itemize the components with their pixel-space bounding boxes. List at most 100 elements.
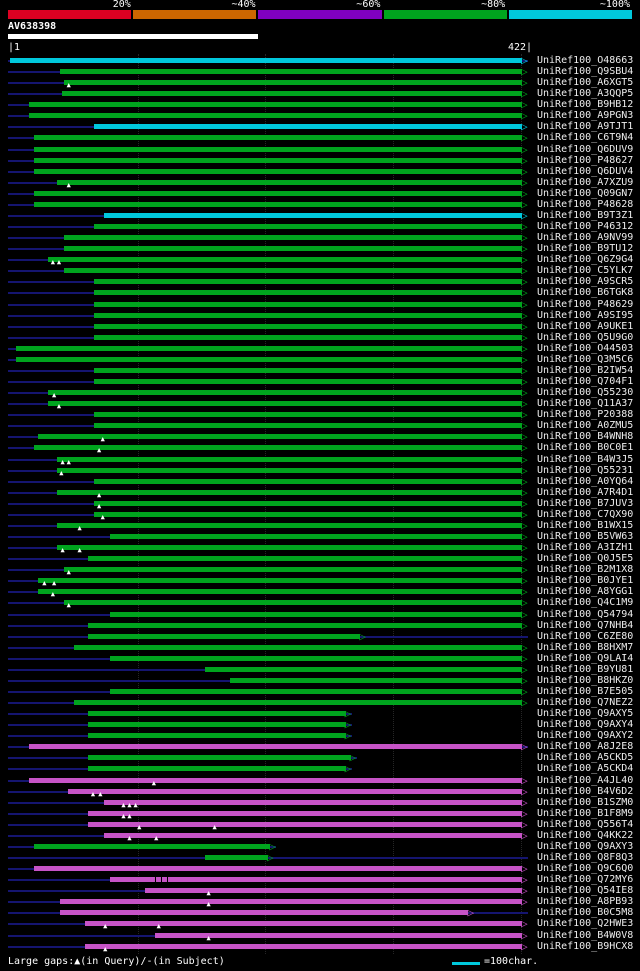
alignment-bar[interactable] <box>34 201 522 207</box>
alignment-bar[interactable] <box>154 932 522 938</box>
alignment-bar[interactable] <box>93 500 522 506</box>
alignment-bar[interactable] <box>63 246 522 252</box>
hit-label[interactable]: UniRef100_A6XGT5 <box>537 77 634 89</box>
hit-label[interactable]: UniRef100_B0C0E1 <box>537 442 634 454</box>
alignment-bar[interactable] <box>87 810 522 816</box>
hit-label[interactable]: UniRef100_B0C5M8 <box>537 907 634 919</box>
hit-label[interactable]: UniRef100_A5CKD5 <box>537 752 634 764</box>
alignment-bar[interactable] <box>93 511 522 517</box>
alignment-bar[interactable] <box>37 589 522 595</box>
alignment-bar[interactable] <box>109 534 522 539</box>
hit-label[interactable]: UniRef100_B9TU12 <box>537 243 634 255</box>
hit-label[interactable]: UniRef100_Q55231 <box>537 464 634 476</box>
hit-label[interactable]: UniRef100_Q9AXY4 <box>537 719 634 731</box>
hit-label[interactable]: UniRef100_O44503 <box>537 342 634 354</box>
hit-label[interactable]: UniRef100_A9TJT1 <box>537 121 634 133</box>
hit-label[interactable]: UniRef100_A3IZH1 <box>537 542 634 554</box>
hit-label[interactable]: UniRef100_Q2HWE3 <box>537 918 634 930</box>
alignment-bar[interactable] <box>74 644 522 650</box>
alignment-bar[interactable] <box>87 821 522 827</box>
alignment-bar[interactable] <box>87 755 351 761</box>
hit-label[interactable]: UniRef100_B7JUV3 <box>537 497 634 509</box>
hit-label[interactable]: UniRef100_Q54IE8 <box>537 885 634 897</box>
hit-label[interactable]: UniRef100_B1SZM0 <box>537 796 634 808</box>
alignment-bar[interactable] <box>29 777 522 783</box>
hit-label[interactable]: UniRef100_Q556T4 <box>537 818 634 830</box>
alignment-bar[interactable] <box>93 367 522 373</box>
alignment-bar[interactable] <box>59 69 522 75</box>
alignment-bar[interactable] <box>34 190 522 196</box>
alignment-bar[interactable] <box>87 622 522 628</box>
hit-label[interactable]: UniRef100_Q6DUV9 <box>537 143 634 155</box>
alignment-bar[interactable] <box>57 456 522 462</box>
alignment-bar[interactable] <box>204 855 268 861</box>
hit-label[interactable]: UniRef100_B2IW54 <box>537 364 634 376</box>
alignment-bar[interactable] <box>37 578 522 584</box>
hit-label[interactable]: UniRef100_Q3M5C6 <box>537 353 634 365</box>
hit-label[interactable]: UniRef100_B8HKZ0 <box>537 674 634 686</box>
hit-label[interactable]: UniRef100_P48629 <box>537 298 634 310</box>
hit-label[interactable]: UniRef100_Q6DUV4 <box>537 165 634 177</box>
alignment-bar[interactable] <box>16 356 522 362</box>
hit-label[interactable]: UniRef100_A8YGG1 <box>537 586 634 598</box>
alignment-bar[interactable] <box>47 257 522 263</box>
hit-label[interactable]: UniRef100_B2M1X8 <box>537 564 634 576</box>
alignment-bar[interactable] <box>103 212 522 218</box>
hit-label[interactable]: UniRef100_O48663 <box>537 55 634 66</box>
hit-label[interactable]: UniRef100_P46312 <box>537 221 634 233</box>
alignment-bar[interactable] <box>47 401 522 407</box>
alignment-bar[interactable] <box>93 379 522 385</box>
hit-label[interactable]: UniRef100_Q0J5E5 <box>537 553 634 565</box>
hit-label[interactable]: UniRef100_Q9AXY5 <box>537 708 634 720</box>
hit-label[interactable]: UniRef100_C7QX90 <box>537 508 634 520</box>
alignment-bar[interactable] <box>87 733 346 739</box>
alignment-bar[interactable] <box>68 788 522 794</box>
hit-label[interactable]: UniRef100_B9HB12 <box>537 99 634 111</box>
alignment-bar[interactable] <box>93 124 522 130</box>
hit-label[interactable]: UniRef100_Q9AXY2 <box>537 730 634 742</box>
hit-label[interactable]: UniRef100_P20388 <box>537 409 634 421</box>
hit-label[interactable]: UniRef100_B1F8M9 <box>537 807 634 819</box>
alignment-bar[interactable] <box>34 445 522 451</box>
alignment-bar[interactable] <box>85 921 522 927</box>
alignment-bar[interactable] <box>93 290 522 296</box>
hit-label[interactable]: UniRef100_P48628 <box>537 198 634 210</box>
alignment-bar[interactable] <box>144 888 522 894</box>
alignment-bar[interactable] <box>63 235 522 241</box>
hit-label[interactable]: UniRef100_A8J2E8 <box>537 741 634 753</box>
alignment-bar[interactable] <box>93 423 522 429</box>
hit-label[interactable]: UniRef100_Q9SBU4 <box>537 66 634 78</box>
hit-label[interactable]: UniRef100_B4W3J5 <box>537 453 634 465</box>
hit-label[interactable]: UniRef100_Q7NEZ2 <box>537 697 634 709</box>
hit-label[interactable]: UniRef100_A4JL40 <box>537 774 634 786</box>
hit-label[interactable]: UniRef100_A9SI95 <box>537 309 634 321</box>
hit-label[interactable]: UniRef100_B9T3Z1 <box>537 209 634 221</box>
alignment-bar[interactable] <box>87 722 346 728</box>
hit-label[interactable]: UniRef100_B0JYE1 <box>537 575 634 587</box>
alignment-bar[interactable] <box>37 434 522 440</box>
alignment-bar[interactable] <box>93 323 522 329</box>
hit-label[interactable]: UniRef100_B4W0V8 <box>537 929 634 941</box>
hit-label[interactable]: UniRef100_Q9AXY3 <box>537 840 634 852</box>
alignment-bar[interactable] <box>230 677 522 683</box>
alignment-bar[interactable] <box>93 301 522 307</box>
alignment-bar[interactable] <box>103 832 522 838</box>
hit-label[interactable]: UniRef100_Q11A37 <box>537 398 634 410</box>
hit-label[interactable]: UniRef100_A7R4D1 <box>537 486 634 498</box>
alignment-bar[interactable] <box>62 91 522 97</box>
hit-label[interactable]: UniRef100_Q7NHB4 <box>537 619 634 631</box>
alignment-bar[interactable] <box>63 600 522 606</box>
hit-label[interactable]: UniRef100_Q4KK22 <box>537 829 634 841</box>
alignment-bar[interactable] <box>34 843 271 849</box>
alignment-bar[interactable] <box>204 666 522 672</box>
alignment-bar[interactable] <box>93 334 522 340</box>
alignment-bar[interactable] <box>34 168 522 174</box>
hit-label[interactable]: UniRef100_B6TGK8 <box>537 287 634 299</box>
hit-label[interactable]: UniRef100_C5YLK7 <box>537 265 634 277</box>
alignment-bar[interactable] <box>63 268 522 274</box>
alignment-bar[interactable] <box>103 799 522 805</box>
hit-label[interactable]: UniRef100_Q72MY6 <box>537 874 634 886</box>
hit-label[interactable]: UniRef100_C6T9N4 <box>537 132 634 144</box>
hit-label[interactable]: UniRef100_B9YU81 <box>537 663 634 675</box>
alignment-bar[interactable] <box>109 655 522 661</box>
